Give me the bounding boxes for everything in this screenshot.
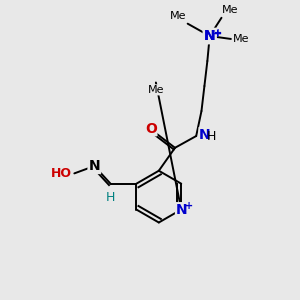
Text: H: H: [206, 130, 216, 143]
Text: N: N: [204, 29, 215, 43]
Text: Me: Me: [170, 11, 186, 21]
Text: +: +: [214, 28, 222, 38]
Text: N: N: [88, 159, 100, 173]
Text: +: +: [213, 29, 223, 39]
Text: Me: Me: [148, 85, 164, 95]
Text: HO: HO: [51, 167, 72, 180]
Text: Me: Me: [222, 5, 239, 15]
Text: N: N: [204, 29, 215, 43]
Text: +: +: [185, 201, 194, 211]
Text: H: H: [106, 191, 115, 204]
Text: O: O: [145, 122, 157, 136]
Text: Me: Me: [233, 34, 250, 44]
Text: N: N: [199, 128, 211, 142]
Text: N: N: [204, 29, 215, 43]
Text: N: N: [176, 203, 188, 217]
